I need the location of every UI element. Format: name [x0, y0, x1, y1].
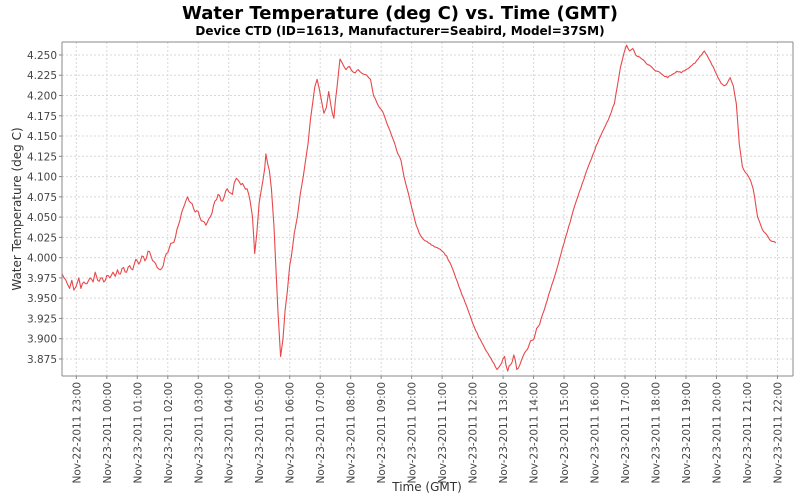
x-tick-label: Nov-23-2011 06:00: [285, 382, 297, 483]
y-tick-label: 4.050: [27, 212, 57, 224]
x-tick-label: Nov-23-2011 10:00: [407, 382, 419, 483]
x-tick-label: Nov-23-2011 02:00: [163, 382, 175, 483]
y-tick-label: 4.225: [27, 70, 57, 82]
x-tick-label: Nov-23-2011 08:00: [346, 382, 358, 483]
plot-area: [62, 42, 793, 376]
x-tick-label: Nov-23-2011 22:00: [772, 382, 784, 483]
series-line-water-temperature: [61, 44, 777, 372]
y-tick-label: 4.250: [27, 50, 57, 62]
y-tick-label: 4.075: [27, 192, 57, 204]
x-tick-label: Nov-23-2011 04:00: [224, 382, 236, 483]
y-tick-label: 4.175: [27, 111, 57, 123]
y-gridlines: [62, 54, 793, 360]
x-tick-label: Nov-23-2011 20:00: [711, 382, 723, 483]
x-tick-label: Nov-23-2011 05:00: [254, 382, 266, 483]
x-axis-ticks: Nov-22-2011 23:00 Nov-23-2011 00:00 Nov-23…: [71, 376, 784, 483]
y-axis-label: Water Temperature (deg C): [10, 127, 24, 290]
y-tick-label: 4.125: [27, 151, 57, 163]
y-tick-label: 3.975: [27, 273, 57, 285]
x-tick-label: Nov-23-2011 07:00: [315, 382, 327, 483]
x-tick-label: Nov-23-2011 01:00: [132, 382, 144, 483]
x-tick-label: Nov-23-2011 13:00: [498, 382, 510, 483]
x-tick-label: Nov-23-2011 18:00: [651, 382, 663, 483]
y-tick-label: 4.100: [27, 172, 57, 184]
x-tick-label: Nov-23-2011 16:00: [590, 382, 602, 483]
series-layer: [61, 44, 777, 372]
x-tick-label: Nov-22-2011 23:00: [71, 382, 83, 483]
x-tick-label: Nov-23-2011 12:00: [468, 382, 480, 483]
y-tick-label: 3.950: [27, 293, 57, 305]
x-tick-label: Nov-23-2011 14:00: [529, 382, 541, 483]
chart-subtitle: Device CTD (ID=1613, Manufacturer=Seabir…: [195, 24, 604, 38]
y-tick-label: 3.875: [27, 354, 57, 366]
chart-title: Water Temperature (deg C) vs. Time (GMT): [182, 3, 618, 24]
y-axis-ticks: 3.875 3.900 3.925 3.950 3.975 4.000 4.025 4.050…: [27, 50, 62, 366]
y-tick-label: 3.900: [27, 334, 57, 346]
x-tick-label: Nov-23-2011 11:00: [437, 382, 449, 483]
y-tick-label: 4.025: [27, 232, 57, 244]
y-tick-label: 4.150: [27, 131, 57, 143]
x-tick-label: Nov-23-2011 17:00: [620, 382, 632, 483]
y-tick-label: 4.000: [27, 253, 57, 265]
x-tick-label: Nov-23-2011 19:00: [681, 382, 693, 483]
y-tick-label: 4.200: [27, 91, 57, 103]
x-tick-label: Nov-23-2011 03:00: [193, 382, 205, 483]
x-tick-label: Nov-23-2011 15:00: [559, 382, 571, 483]
x-axis-label: Time (GMT): [391, 480, 462, 494]
x-tick-label: Nov-23-2011 21:00: [742, 382, 754, 483]
x-tick-label: Nov-23-2011 09:00: [376, 382, 388, 483]
y-tick-label: 3.925: [27, 313, 57, 325]
x-tick-label: Nov-23-2011 00:00: [102, 382, 114, 483]
